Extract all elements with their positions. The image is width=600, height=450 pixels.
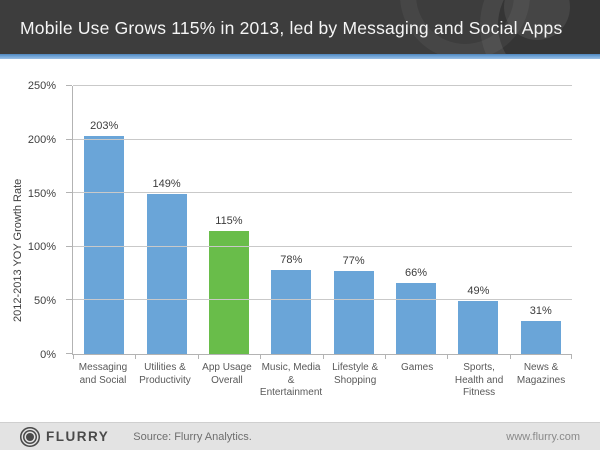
x-category-label: Messaging and Social <box>78 362 128 386</box>
bar-utilities-productivity <box>146 194 187 354</box>
flurry-logo-icon <box>26 432 34 441</box>
x-tick-mark <box>571 355 572 359</box>
x-category-label: Music, Media & Entertainment <box>259 362 323 398</box>
x-category-label: Lifestyle & Shopping <box>332 362 379 386</box>
x-tick-mark <box>509 355 511 359</box>
bar-value-label: 203% <box>90 120 119 133</box>
bar-series: 203% 149% 115% 78% 77% 66% 49% 31% <box>73 86 572 354</box>
y-tick-label: 250% <box>27 80 56 92</box>
y-tick-label: 200% <box>27 133 56 146</box>
gridline <box>73 138 572 140</box>
bar-news-magazines <box>520 320 561 354</box>
bar-games <box>396 283 437 354</box>
x-tick-mark <box>135 355 137 359</box>
x-category-label: Games <box>400 362 434 373</box>
x-tick-mark <box>384 355 386 359</box>
x-tick-mark <box>322 355 324 359</box>
page-title: Mobile Use Grows 115% in 2013, led by Me… <box>20 18 563 38</box>
bar-slot: 31% <box>510 86 572 354</box>
website-text: www.flurry.com <box>506 430 580 443</box>
bar-slot: 115% <box>198 86 260 354</box>
y-tick-label: 100% <box>27 241 56 254</box>
bar-value-label: 66% <box>405 267 428 280</box>
x-category-label: News & Magazines <box>516 362 566 386</box>
y-tick-mark <box>66 353 72 354</box>
bar-slot: 77% <box>323 86 385 354</box>
bar-value-label: 115% <box>215 214 243 227</box>
x-tick-mark <box>73 355 74 359</box>
x-tick-mark <box>197 355 199 359</box>
bar-slot: 149% <box>135 86 197 354</box>
bar-slot: 203% <box>73 86 135 354</box>
bar-lifestyle-shopping <box>333 271 374 354</box>
y-tick-label: 50% <box>33 295 56 308</box>
x-category-label: Utilities & Productivity <box>139 362 191 386</box>
flurry-brand-text: FLURRY <box>46 429 110 444</box>
chart-area: 2012-2013 YOY Growth Rate 0% 50% 100% 150% 2… <box>0 59 600 422</box>
bar-sports-health-and-fitness <box>458 301 499 354</box>
bar-value-label: 77% <box>342 255 365 268</box>
y-tick-mark <box>66 192 72 194</box>
bar-slot: 49% <box>447 86 509 354</box>
footer-bar: FLURRY Source: Flurry Analytics. www.flu… <box>0 422 600 450</box>
gridline <box>73 85 572 86</box>
bar-slot: 66% <box>385 86 447 354</box>
source-text: Source: Flurry Analytics. <box>133 430 252 443</box>
bar-slot: 78% <box>260 86 322 354</box>
x-category-label: App Usage Overall <box>202 362 252 386</box>
y-tick-mark <box>66 299 72 301</box>
bar-value-label: 49% <box>467 285 490 298</box>
bar-value-label: 78% <box>280 254 303 267</box>
bar-value-label: 149% <box>152 178 181 191</box>
bar-music-media-entertainment <box>271 270 312 354</box>
gridline <box>73 245 572 247</box>
x-tick-mark <box>260 355 262 359</box>
bar-app-usage-overall <box>208 230 249 354</box>
plot-area: 203% 149% 115% 78% 77% 66% 49% 31% <box>66 85 572 359</box>
y-tick-mark <box>66 85 72 86</box>
header-bar: Mobile Use Grows 115% in 2013, led by Me… <box>0 0 600 54</box>
bar-value-label: 31% <box>529 304 552 317</box>
gridline <box>73 192 572 194</box>
x-category-label: Sports, Health and Fitness <box>454 362 504 398</box>
y-tick-label: 150% <box>27 187 56 200</box>
gridline <box>73 299 572 301</box>
y-axis-tick-labels: 0% 50% 100% 150% 200% 250% <box>0 80 64 361</box>
y-tick-mark <box>66 138 72 140</box>
y-tick-label: 0% <box>40 349 56 361</box>
x-axis-category-labels: Messaging and Social Utilities & Producti… <box>72 359 572 400</box>
header-divider <box>0 54 600 59</box>
bar-messaging-and-social <box>84 136 125 354</box>
x-tick-mark <box>447 355 449 359</box>
y-tick-mark <box>66 245 72 247</box>
